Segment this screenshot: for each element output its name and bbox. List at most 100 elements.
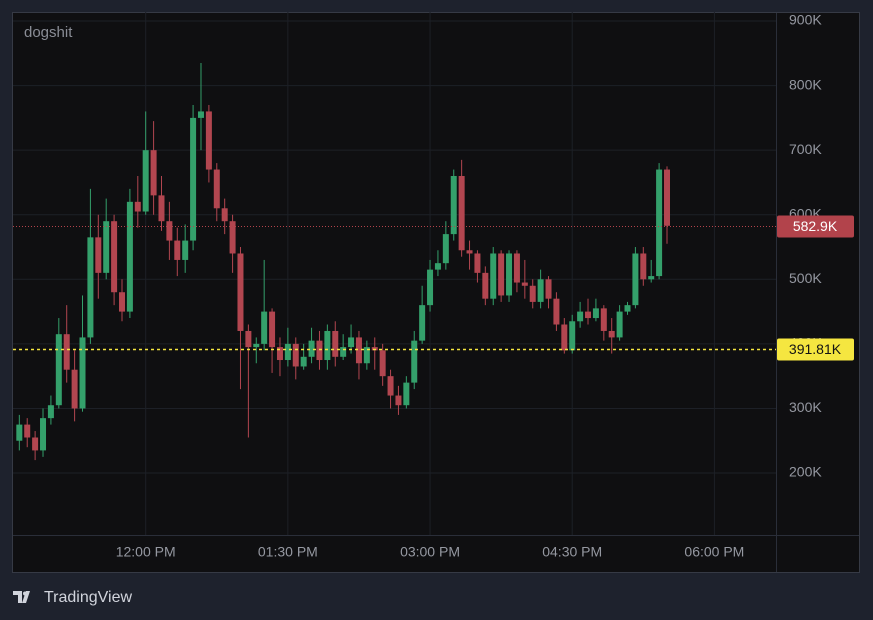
candle-body	[490, 253, 497, 299]
candle-body	[47, 405, 54, 419]
y-tick-label: 700K	[789, 141, 822, 157]
candle-body	[466, 250, 473, 254]
candle-body	[371, 347, 378, 351]
x-tick-label: 12:00 PM	[116, 544, 176, 560]
candle-body	[561, 324, 568, 351]
candle-body	[474, 253, 481, 273]
candle-body	[513, 253, 520, 283]
candle-body	[308, 340, 315, 357]
candle-body	[608, 330, 615, 338]
candle-body	[87, 237, 94, 338]
candle-body	[213, 169, 220, 209]
candle-body	[55, 334, 62, 406]
y-tick-label: 500K	[789, 270, 822, 286]
candle-body	[332, 330, 339, 357]
candle-body	[174, 240, 181, 260]
candle-body	[276, 347, 283, 361]
candle-body	[387, 376, 394, 396]
candle-body	[324, 330, 331, 361]
y-tick-label: 800K	[789, 76, 822, 92]
candle-body	[221, 208, 228, 222]
price-label-box	[777, 338, 854, 361]
candle-body	[158, 195, 165, 222]
candle-body	[616, 311, 623, 338]
candle-body	[245, 330, 252, 348]
candle-body	[427, 269, 434, 306]
candle-body	[103, 221, 110, 273]
candle-body	[419, 305, 426, 341]
price-label: 582.9K	[793, 218, 838, 234]
candle-body	[111, 221, 118, 293]
candle-body	[624, 305, 631, 312]
chart-panel	[12, 12, 860, 573]
candle-body	[506, 253, 513, 296]
candle-body	[379, 350, 386, 377]
price-label: 391.81K	[789, 341, 842, 357]
y-tick-label: 900K	[789, 12, 822, 28]
logo-icon	[13, 591, 30, 603]
candle-body	[150, 150, 157, 196]
x-tick-label: 01:30 PM	[258, 544, 318, 560]
candle-body	[458, 176, 465, 251]
candle-body	[142, 150, 149, 212]
candle-body	[553, 298, 560, 325]
symbol-watermark: dogshit	[24, 24, 73, 41]
candle-body	[229, 221, 236, 254]
y-tick-label: 300K	[789, 399, 822, 415]
candles	[16, 63, 670, 461]
candle-body	[648, 276, 655, 280]
candle-body	[79, 337, 86, 409]
candle-body	[442, 234, 449, 264]
candle-body	[182, 240, 189, 260]
candle-body	[411, 340, 418, 383]
candle-body	[403, 382, 410, 406]
candle-body	[284, 343, 291, 361]
candle-body	[592, 308, 599, 319]
candle-body	[119, 292, 125, 312]
x-tick-label: 03:00 PM	[400, 544, 460, 560]
candle-body	[237, 253, 244, 331]
candle-body	[529, 285, 536, 302]
candle-body	[95, 237, 102, 273]
candle-body	[32, 437, 39, 451]
candle-body	[434, 263, 441, 270]
candle-body	[600, 308, 607, 331]
candle-body	[450, 176, 457, 235]
candle-body	[521, 282, 528, 286]
candle-body	[482, 272, 489, 299]
candle-body	[640, 253, 647, 280]
brand-name: TradingView	[44, 589, 132, 606]
candle-body	[585, 311, 592, 319]
candle-body	[24, 424, 31, 438]
candle-body	[126, 201, 133, 312]
candle-body	[340, 347, 347, 357]
y-tick-label: 200K	[789, 464, 822, 480]
candle-body	[253, 343, 260, 348]
candle-body	[190, 117, 197, 241]
candle-body	[664, 169, 670, 226]
candle-body	[316, 340, 323, 361]
candle-body	[632, 253, 639, 306]
candle-body	[197, 111, 204, 118]
candle-body	[498, 253, 505, 296]
candle-body	[656, 169, 663, 277]
candle-body	[71, 369, 78, 409]
candle-body	[134, 201, 141, 212]
candle-body	[545, 279, 552, 299]
x-tick-label: 06:00 PM	[684, 544, 744, 560]
candle-body	[577, 311, 584, 322]
tradingview-logo: TradingView	[13, 589, 132, 606]
logo-dot	[23, 591, 27, 596]
candle-body	[537, 279, 544, 302]
candle-body	[63, 334, 70, 370]
candle-body	[292, 343, 299, 367]
candle-body	[16, 424, 23, 441]
candle-body	[269, 311, 276, 348]
candle-body	[300, 356, 307, 367]
candle-body	[348, 337, 355, 348]
candle-body	[355, 337, 362, 364]
candle-body	[40, 418, 47, 451]
candle-body	[363, 347, 370, 364]
candle-body	[205, 111, 212, 170]
